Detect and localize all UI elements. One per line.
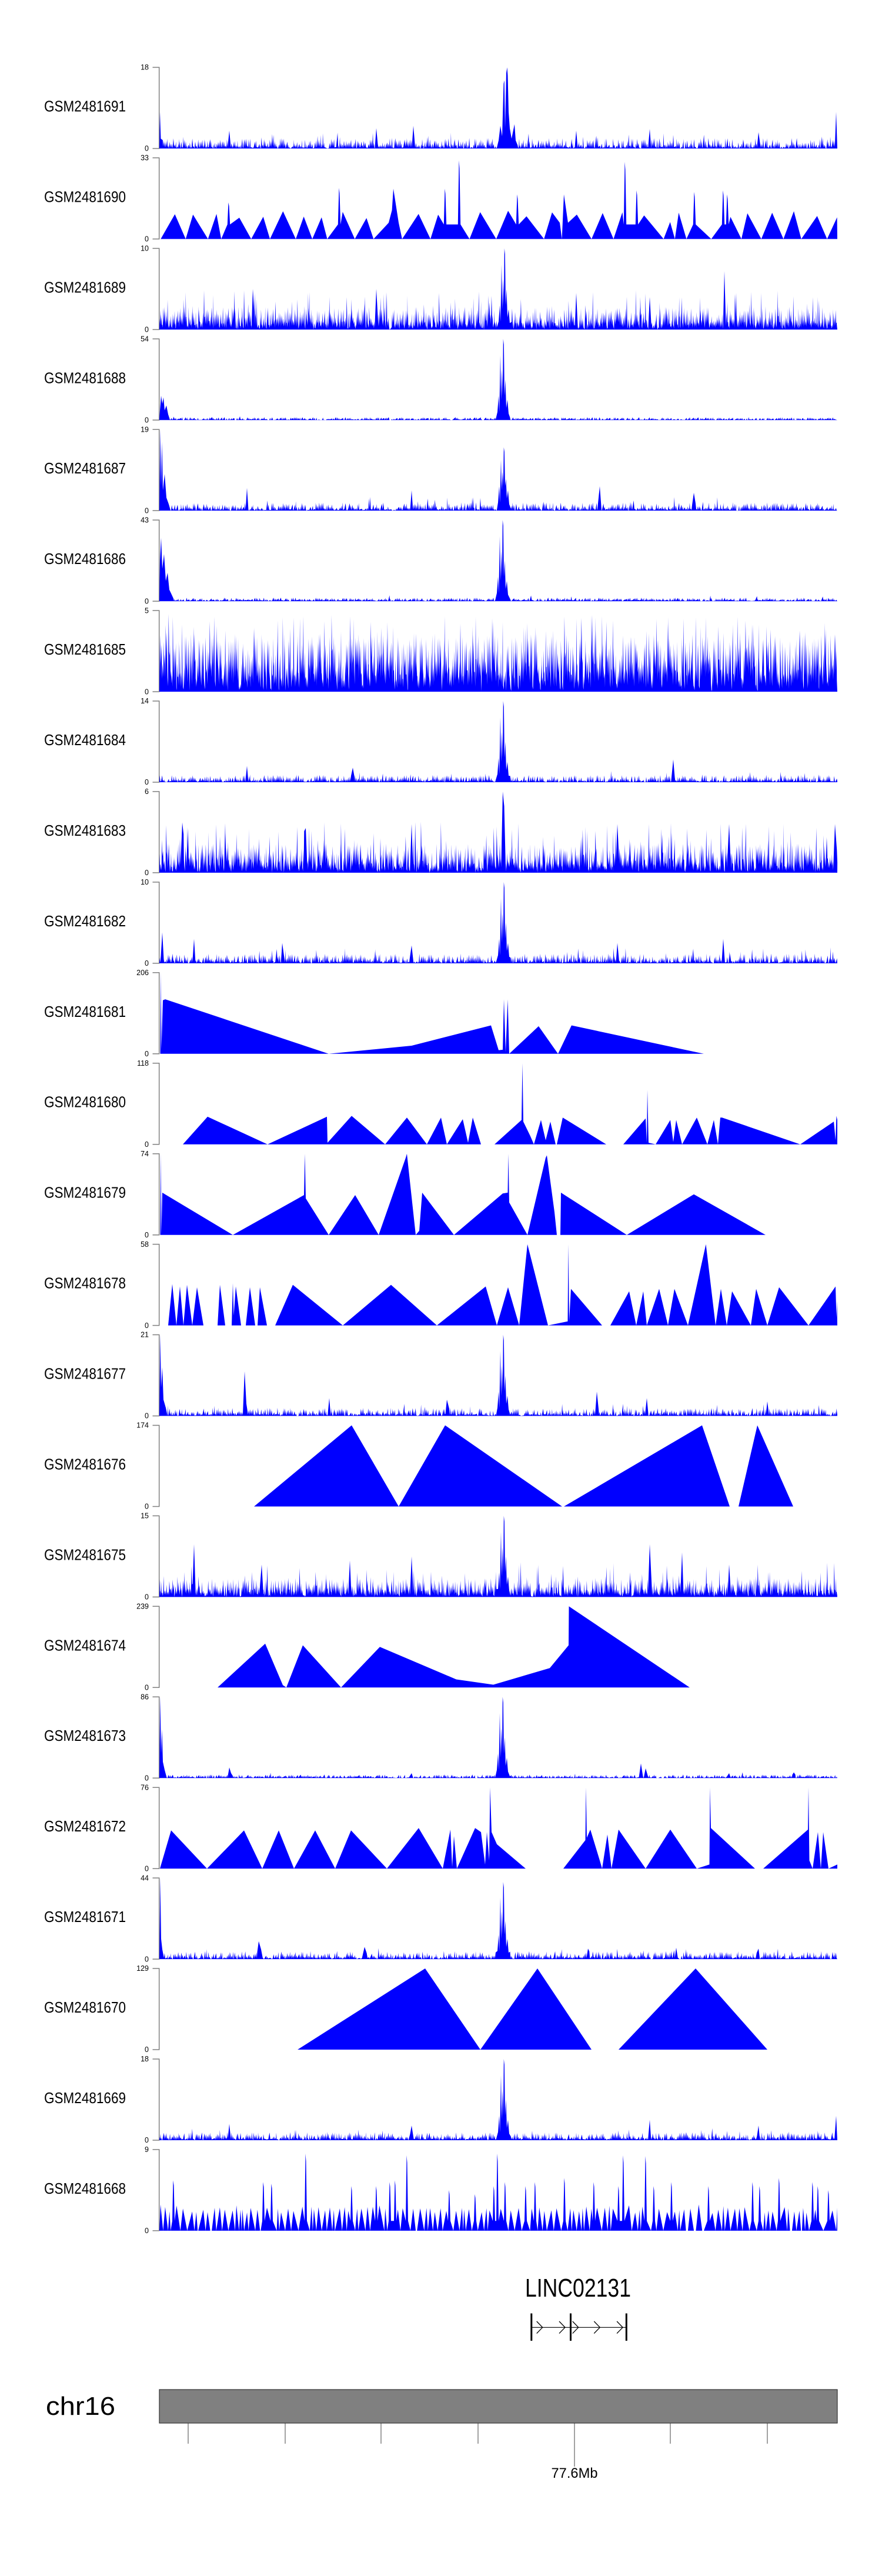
svg-text:0: 0 (145, 1231, 149, 1239)
svg-text:5: 5 (145, 606, 149, 615)
svg-text:GSM2481670: GSM2481670 (44, 1998, 126, 2016)
svg-text:chr16: chr16 (46, 2392, 115, 2421)
svg-text:76: 76 (141, 1783, 149, 1791)
svg-text:GSM2481680: GSM2481680 (44, 1093, 126, 1111)
svg-text:21: 21 (141, 1331, 149, 1339)
svg-text:206: 206 (136, 969, 149, 977)
svg-text:9: 9 (145, 2145, 149, 2154)
svg-text:0: 0 (145, 1140, 149, 1149)
svg-text:14: 14 (141, 697, 149, 705)
svg-text:GSM2481686: GSM2481686 (44, 550, 126, 568)
svg-text:18: 18 (141, 2055, 149, 2063)
svg-text:43: 43 (141, 516, 149, 524)
svg-text:0: 0 (145, 2227, 149, 2235)
svg-text:0: 0 (145, 1955, 149, 1963)
svg-text:77.6Mb: 77.6Mb (552, 2465, 598, 2481)
svg-text:18: 18 (141, 64, 149, 72)
svg-text:0: 0 (145, 1503, 149, 1511)
svg-text:GSM2481688: GSM2481688 (44, 369, 126, 386)
svg-text:GSM2481677: GSM2481677 (44, 1365, 126, 1383)
svg-text:0: 0 (145, 869, 149, 877)
svg-text:58: 58 (141, 1240, 149, 1249)
svg-text:GSM2481669: GSM2481669 (44, 2089, 126, 2107)
svg-text:74: 74 (141, 1150, 149, 1158)
svg-text:GSM2481683: GSM2481683 (44, 822, 126, 839)
svg-text:54: 54 (141, 335, 149, 343)
svg-text:0: 0 (145, 2046, 149, 2054)
svg-text:GSM2481682: GSM2481682 (44, 912, 126, 930)
svg-text:44: 44 (141, 1874, 149, 1882)
svg-text:0: 0 (145, 2136, 149, 2144)
svg-text:GSM2481673: GSM2481673 (44, 1727, 126, 1744)
svg-text:GSM2481687: GSM2481687 (44, 459, 126, 477)
svg-text:10: 10 (141, 245, 149, 253)
svg-text:0: 0 (145, 959, 149, 967)
svg-text:15: 15 (141, 1512, 149, 1520)
svg-text:GSM2481685: GSM2481685 (44, 640, 126, 658)
svg-text:0: 0 (145, 235, 149, 243)
svg-text:GSM2481679: GSM2481679 (44, 1184, 126, 1202)
svg-text:239: 239 (136, 1603, 149, 1611)
svg-text:0: 0 (145, 1774, 149, 1782)
svg-text:GSM2481690: GSM2481690 (44, 188, 126, 205)
svg-text:0: 0 (145, 1412, 149, 1420)
svg-text:10: 10 (141, 878, 149, 886)
svg-text:0: 0 (145, 1684, 149, 1692)
svg-text:0: 0 (145, 506, 149, 515)
svg-text:0: 0 (145, 416, 149, 425)
svg-text:LINC02131: LINC02131 (525, 2274, 631, 2303)
svg-text:6: 6 (145, 788, 149, 796)
svg-text:118: 118 (137, 1059, 149, 1067)
svg-text:GSM2481678: GSM2481678 (44, 1274, 126, 1292)
svg-text:GSM2481691: GSM2481691 (44, 98, 126, 115)
svg-text:86: 86 (141, 1693, 149, 1701)
svg-text:GSM2481675: GSM2481675 (44, 1546, 126, 1563)
svg-text:0: 0 (145, 778, 149, 786)
svg-text:GSM2481681: GSM2481681 (44, 1003, 126, 1020)
svg-text:GSM2481689: GSM2481689 (44, 278, 126, 296)
svg-text:174: 174 (136, 1422, 149, 1430)
svg-text:33: 33 (141, 154, 149, 162)
svg-text:GSM2481676: GSM2481676 (44, 1456, 126, 1473)
svg-text:GSM2481672: GSM2481672 (44, 1817, 126, 1835)
svg-text:0: 0 (145, 1050, 149, 1058)
svg-text:129: 129 (136, 1964, 149, 1973)
svg-text:0: 0 (145, 326, 149, 334)
svg-text:GSM2481684: GSM2481684 (44, 731, 126, 749)
svg-text:0: 0 (145, 145, 149, 153)
svg-text:0: 0 (145, 597, 149, 605)
svg-text:19: 19 (141, 425, 149, 433)
svg-text:GSM2481671: GSM2481671 (44, 1908, 126, 1926)
svg-text:0: 0 (145, 688, 149, 696)
svg-text:GSM2481668: GSM2481668 (44, 2180, 126, 2197)
svg-text:0: 0 (145, 1864, 149, 1873)
svg-text:0: 0 (145, 1593, 149, 1601)
svg-text:0: 0 (145, 1322, 149, 1330)
svg-text:GSM2481674: GSM2481674 (44, 1636, 126, 1654)
